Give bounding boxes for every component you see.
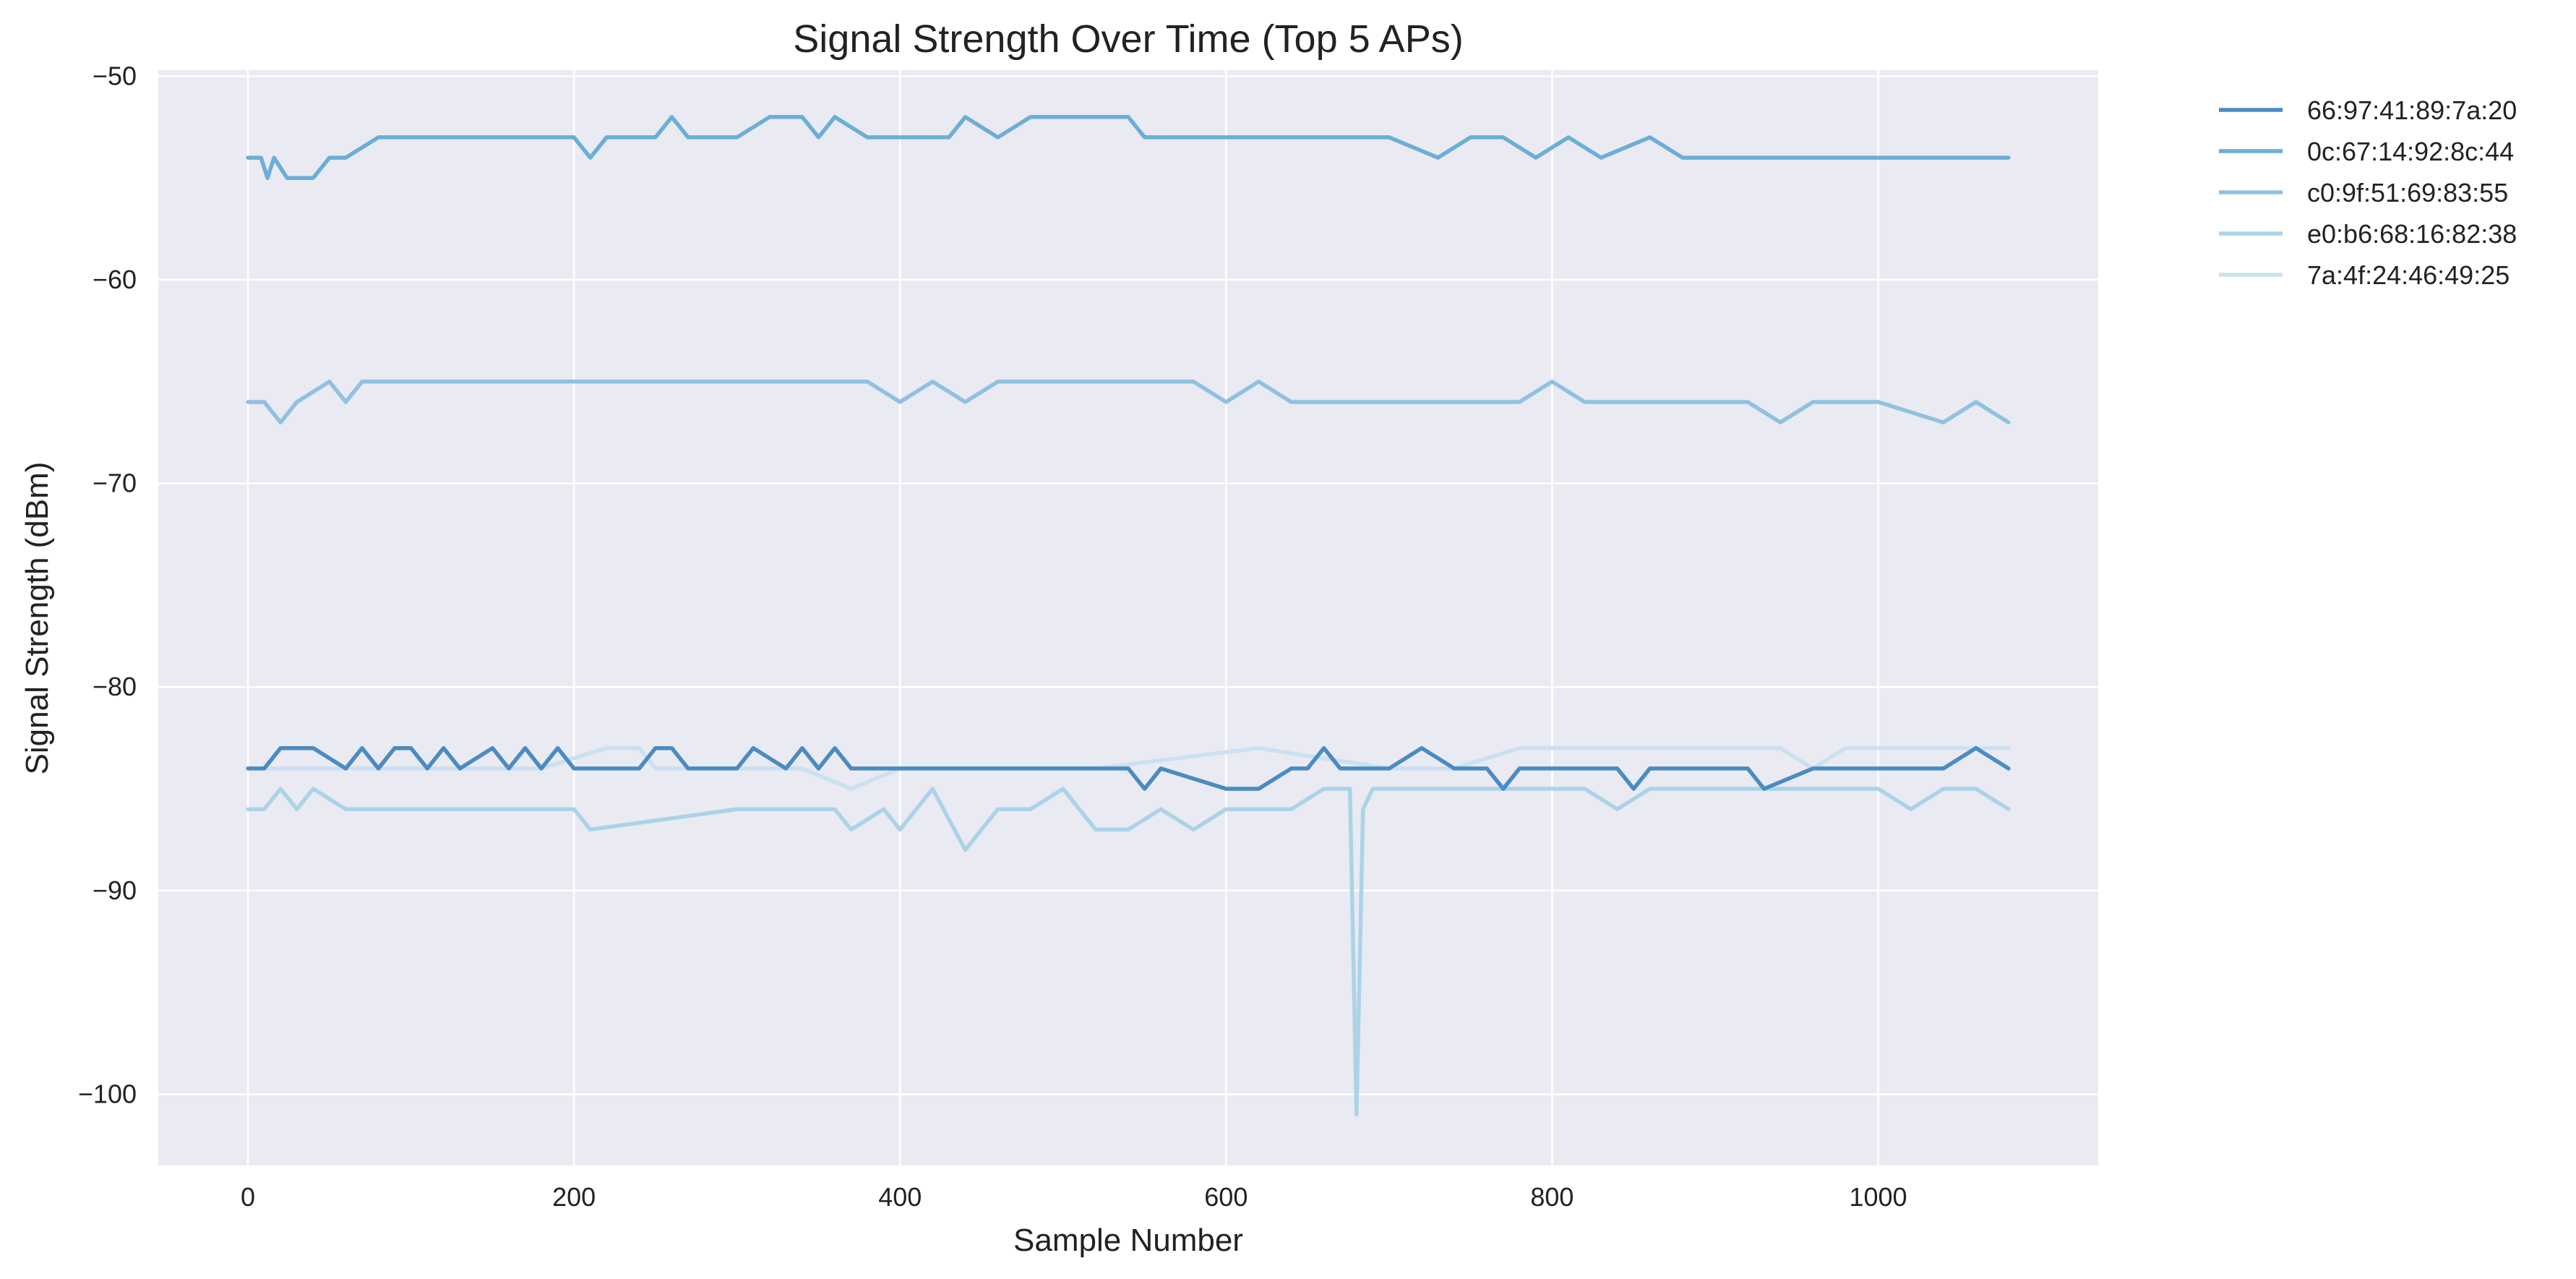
y-tick-label: −90 [93, 876, 137, 905]
y-tick-label: −60 [93, 265, 137, 294]
y-tick-label: −100 [78, 1079, 137, 1108]
series-line-3 [246, 380, 2011, 424]
y-tick-label: −80 [93, 672, 137, 701]
x-axis-label: Sample Number [1013, 1223, 1243, 1258]
x-tick-label: 800 [1530, 1182, 1573, 1212]
x-tick-label: 600 [1204, 1182, 1248, 1212]
y-tick-label: −50 [93, 61, 137, 90]
legend-label: e0:b6:68:16:82:38 [2307, 219, 2517, 249]
series-line-4 [246, 787, 2011, 1117]
series-line-2 [246, 115, 2011, 180]
legend: 66:97:41:89:7a:20 0c:67:14:92:8c:44 c0:9f:… [2219, 95, 2517, 290]
grid-lines [158, 70, 2098, 1165]
plot-background [158, 70, 2098, 1165]
y-axis-ticks: −50 −60 −70 −80 −90 −100 [78, 61, 137, 1108]
y-tick-label: −70 [93, 469, 137, 498]
series-lines [246, 115, 2011, 1117]
y-axis-label: Signal Strength (dBm) [20, 462, 55, 775]
x-axis-ticks: 0 200 400 600 800 1000 [241, 1182, 1907, 1212]
series-line-1 [246, 745, 2011, 791]
chart-title: Signal Strength Over Time (Top 5 APs) [793, 17, 1463, 61]
x-tick-label: 1000 [1849, 1182, 1907, 1212]
series-line-5 [246, 745, 2011, 791]
legend-label: 66:97:41:89:7a:20 [2307, 95, 2517, 125]
legend-label: c0:9f:51:69:83:55 [2307, 178, 2508, 208]
legend-label: 0c:67:14:92:8c:44 [2307, 137, 2514, 166]
legend-label: 7a:4f:24:46:49:25 [2307, 260, 2510, 290]
x-tick-label: 200 [552, 1182, 596, 1212]
x-tick-label: 0 [241, 1182, 255, 1212]
x-tick-label: 400 [878, 1182, 922, 1212]
